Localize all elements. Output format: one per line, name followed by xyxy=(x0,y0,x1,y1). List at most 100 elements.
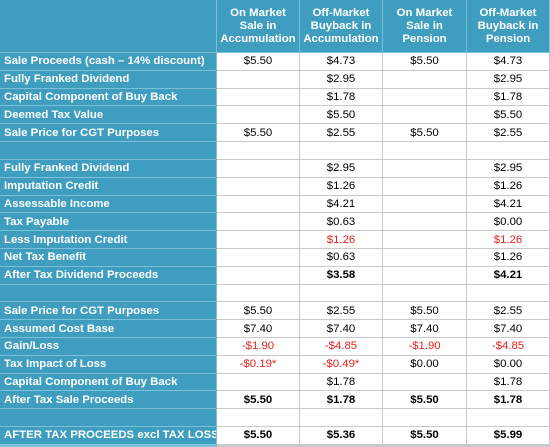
row-label: AFTER TAX PROCEEDS excl TAX LOSS xyxy=(0,427,217,445)
table-cell: $2.95 xyxy=(467,70,550,89)
table-cell: $3.58 xyxy=(300,266,383,285)
table-cell xyxy=(383,177,467,196)
table-cell: $7.40 xyxy=(217,320,300,338)
table-cell: $4.21 xyxy=(300,195,383,214)
row-label-empty xyxy=(0,142,217,160)
table-cell: $0.00 xyxy=(383,355,467,374)
table-cell: $5.50 xyxy=(300,106,383,125)
table-cell: -$0.19* xyxy=(217,355,300,374)
table-cell xyxy=(217,284,300,303)
table-cell: $2.55 xyxy=(300,302,383,321)
header-corner xyxy=(0,0,217,53)
table-cell xyxy=(383,266,467,285)
table-cell: $5.50 xyxy=(217,391,300,410)
table-cell: $2.55 xyxy=(300,124,383,143)
row-label: Assumed Cost Base xyxy=(0,320,217,338)
table-cell: $1.26 xyxy=(467,248,550,267)
table-cell xyxy=(217,159,300,178)
table-cell: $0.00 xyxy=(467,213,550,232)
table-cell xyxy=(217,266,300,285)
table-cell: $4.73 xyxy=(300,53,383,71)
row-label: Tax Payable xyxy=(0,213,217,232)
table-cell: $5.50 xyxy=(217,427,300,445)
row-label: Net Tax Benefit xyxy=(0,248,217,267)
table-cell: -$1.90 xyxy=(217,338,300,356)
table-cell xyxy=(217,231,300,249)
table-cell: $2.95 xyxy=(300,70,383,89)
table-cell xyxy=(467,284,550,303)
table-cell: -$4.85 xyxy=(300,338,383,356)
column-header-off-market-accumulation: Off-Market Buyback in Accumulation xyxy=(300,0,383,53)
column-header-on-market-pension: On Market Sale in Pension xyxy=(383,0,467,53)
table-cell xyxy=(217,248,300,267)
table-cell: $7.40 xyxy=(383,320,467,338)
table-cell xyxy=(300,142,383,160)
table-cell xyxy=(217,70,300,89)
table-cell xyxy=(217,88,300,107)
table-cell: $7.40 xyxy=(467,320,550,338)
table-cell: $5.50 xyxy=(383,427,467,445)
row-label: Sale Price for CGT Purposes xyxy=(0,302,217,321)
table-cell xyxy=(383,159,467,178)
row-label: Tax Impact of Loss xyxy=(0,355,217,374)
row-label: After Tax Sale Proceeds xyxy=(0,391,217,410)
table-cell xyxy=(300,409,383,428)
table-cell: $1.26 xyxy=(467,177,550,196)
table-cell xyxy=(383,248,467,267)
table-cell: $5.50 xyxy=(217,53,300,71)
row-label: After Tax Dividend Proceeds xyxy=(0,266,217,285)
table-cell xyxy=(383,70,467,89)
table-cell xyxy=(300,284,383,303)
row-label: Gain/Loss xyxy=(0,338,217,356)
table-cell: $2.55 xyxy=(467,302,550,321)
row-label-empty xyxy=(0,409,217,428)
table-cell xyxy=(383,88,467,107)
row-label: Sale Proceeds (cash – 14% discount) xyxy=(0,53,217,71)
table-cell xyxy=(383,142,467,160)
row-label: Sale Price for CGT Purposes xyxy=(0,124,217,143)
table-cell xyxy=(467,142,550,160)
table-cell: $0.63 xyxy=(300,248,383,267)
row-label: Assessable Income xyxy=(0,195,217,214)
table-cell: $5.50 xyxy=(383,391,467,410)
table-cell: $4.21 xyxy=(467,266,550,285)
table-cell: $1.26 xyxy=(467,231,550,249)
table-cell xyxy=(383,284,467,303)
table-cell: $2.55 xyxy=(467,124,550,143)
table-cell xyxy=(217,142,300,160)
table-cell xyxy=(217,177,300,196)
table-cell: $1.78 xyxy=(467,391,550,410)
table-cell: $2.95 xyxy=(467,159,550,178)
table-cell xyxy=(383,213,467,232)
table-cell: $1.26 xyxy=(300,231,383,249)
table-cell xyxy=(383,373,467,392)
table-cell: $4.21 xyxy=(467,195,550,214)
table-cell xyxy=(383,195,467,214)
table-cell: $5.36 xyxy=(300,427,383,445)
table-cell: -$1.90 xyxy=(383,338,467,356)
row-label: Deemed Tax Value xyxy=(0,106,217,125)
row-label: Imputation Credit xyxy=(0,177,217,196)
table-cell: $5.50 xyxy=(467,106,550,125)
table-cell: $5.99 xyxy=(467,427,550,445)
table-cell: $0.00 xyxy=(467,355,550,374)
table-cell xyxy=(383,409,467,428)
table-cell: $1.78 xyxy=(300,88,383,107)
table-cell: $0.63 xyxy=(300,213,383,232)
table-cell: $1.78 xyxy=(300,391,383,410)
table-cell: $4.73 xyxy=(467,53,550,71)
row-label: Capital Component of Buy Back xyxy=(0,373,217,392)
table-cell: $7.40 xyxy=(300,320,383,338)
table-cell xyxy=(217,409,300,428)
table-cell: $5.50 xyxy=(217,302,300,321)
table-cell: $1.78 xyxy=(467,88,550,107)
table-cell xyxy=(383,106,467,125)
row-label: Fully Franked Dividend xyxy=(0,159,217,178)
column-header-on-market-accumulation: On Market Sale in Accumulation xyxy=(217,0,300,53)
table-cell: $5.50 xyxy=(383,302,467,321)
table-cell xyxy=(217,106,300,125)
table-cell xyxy=(217,213,300,232)
table-cell: $1.78 xyxy=(300,373,383,392)
table-cell: -$0.49* xyxy=(300,355,383,374)
